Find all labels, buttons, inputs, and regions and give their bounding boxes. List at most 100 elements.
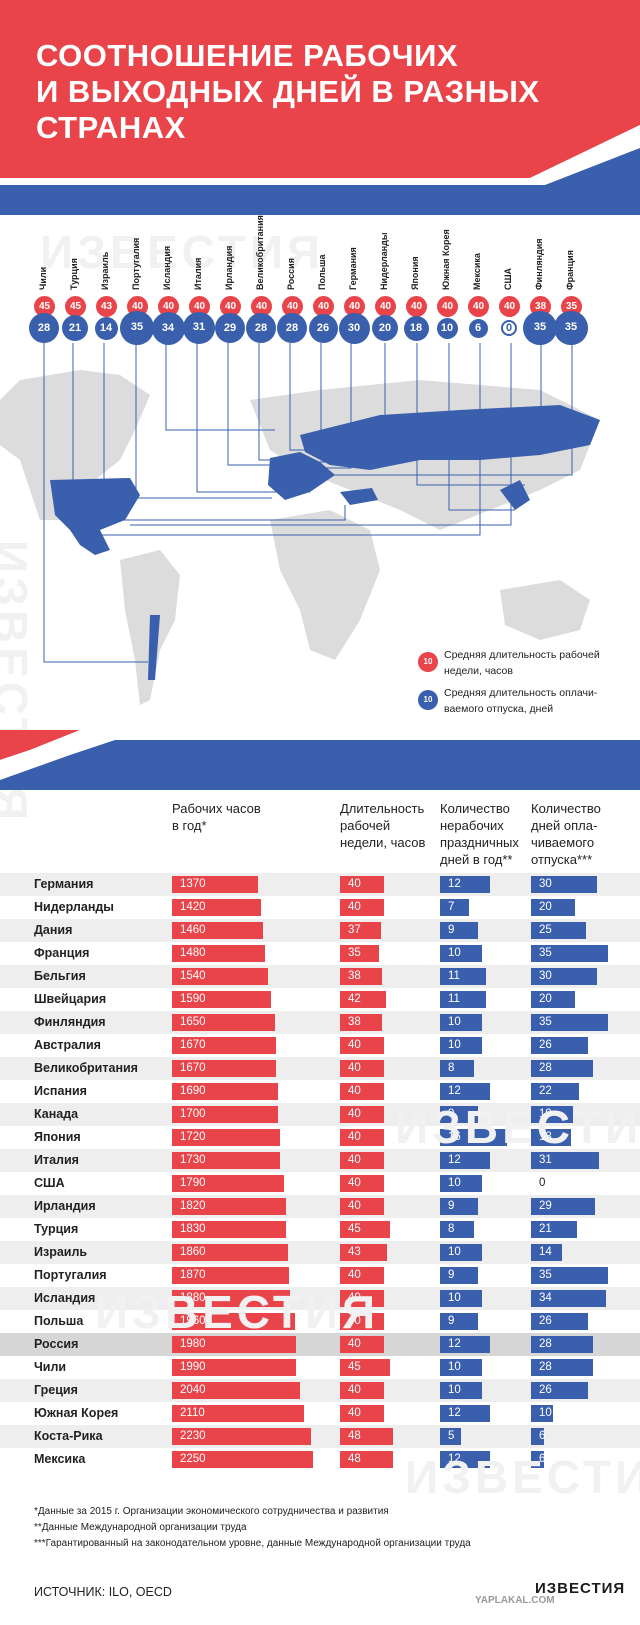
annual-hours-bar: 2040 (172, 1382, 300, 1399)
table-row: Великобритания 1670 40 8 28 (0, 1057, 640, 1080)
legend-hours-dot: 10 (418, 652, 438, 672)
footnotes: *Данные за 2015 г. Организации экономиче… (34, 1504, 471, 1552)
vacation-bar: 26 (531, 1037, 589, 1054)
table-row: США 1790 40 10 0 (0, 1172, 640, 1195)
map-vacation-circle: 20 (372, 315, 398, 341)
map-vacation-circle: 21 (61, 314, 89, 342)
vacation-bar-value: 35 (539, 947, 552, 959)
map-vacation-circle: 31 (183, 312, 215, 344)
annual-hours-bar-value: 1820 (180, 1200, 206, 1212)
week-hours-bar: 40 (340, 1382, 384, 1399)
vacation-bar-value: 26 (539, 1315, 552, 1327)
holidays-bar-value: 10 (448, 947, 461, 959)
holidays-bar: 9 (440, 1313, 478, 1330)
holidays-bar: 9 (440, 1106, 478, 1123)
vacation-bar: 6 (531, 1428, 546, 1445)
table-row: Мексика 2250 48 12 6 (0, 1448, 640, 1471)
holidays-bar-value: 10 (448, 1016, 461, 1028)
country-name: Швейцария (34, 992, 107, 1006)
week-hours-bar-value: 40 (348, 1292, 361, 1304)
map-hours-circle: 43 (96, 296, 117, 317)
annual-hours-bar-value: 1830 (180, 1223, 206, 1235)
header-background (0, 0, 640, 230)
map-hours-circle: 40 (499, 296, 520, 317)
country-name: Канада (34, 1107, 79, 1121)
annual-hours-bar-value: 2110 (180, 1407, 205, 1419)
week-hours-bar-value: 45 (348, 1223, 361, 1235)
holidays-bar: 5 (440, 1428, 461, 1445)
holidays-bar-value: 7 (448, 901, 455, 913)
map-country-label: Польша (317, 254, 327, 291)
week-hours-bar-value: 38 (348, 1016, 361, 1028)
annual-hours-bar: 1990 (172, 1359, 297, 1376)
week-hours-bar: 38 (340, 968, 382, 985)
country-name: Турция (34, 1222, 79, 1236)
map-country-label: Россия (286, 258, 296, 290)
map-country-label: Израиль (100, 251, 110, 290)
watermark-table-2: ИЗВЕСТИЯ (95, 1286, 380, 1338)
week-hours-bar: 40 (340, 1152, 384, 1169)
vacation-bar-value: 6 (539, 1430, 546, 1442)
week-hours-bar: 40 (340, 1060, 384, 1077)
annual-hours-bar: 1980 (172, 1336, 296, 1353)
holidays-bar-value: 10 (448, 1246, 461, 1258)
vacation-bar: 25 (531, 922, 586, 939)
annual-hours-bar-value: 2250 (180, 1453, 206, 1465)
week-hours-bar-value: 40 (348, 1177, 361, 1189)
week-hours-bar-value: 40 (348, 878, 361, 890)
world-map (0, 343, 600, 705)
map-hours-circle: 40 (468, 296, 489, 317)
holidays-bar: 16 (440, 1129, 508, 1146)
holidays-bar-value: 9 (448, 924, 455, 936)
holidays-bar: 11 (440, 991, 487, 1008)
map-country-label: Чили (38, 266, 48, 290)
vacation-bar: 26 (531, 1382, 589, 1399)
map-country-label: Южная Корея (441, 229, 451, 290)
annual-hours-bar-value: 1730 (180, 1154, 206, 1166)
watermark-table-3: ИЗВЕСТИЯ (405, 1451, 640, 1503)
map-vacation-circle: 34 (151, 311, 185, 345)
table-row: Ирландия 1820 40 9 29 (0, 1195, 640, 1218)
holidays-bar-value: 16 (448, 1131, 461, 1143)
holidays-bar: 9 (440, 922, 478, 939)
map-vacation-circle: 35 (523, 311, 557, 345)
header-vacation: Количество дней опла- чиваемого отпуска*… (531, 801, 601, 867)
vacation-bar-value: 30 (539, 970, 552, 982)
map-vacation-circle: 14 (94, 316, 118, 340)
annual-hours-bar-value: 1960 (180, 1315, 206, 1327)
table-row: Испания 1690 40 12 22 (0, 1080, 640, 1103)
annual-hours-bar: 1670 (172, 1037, 277, 1054)
map-hours-circle: 40 (406, 296, 427, 317)
map-vacation-circle: 28 (29, 313, 59, 343)
week-hours-bar: 40 (340, 1037, 384, 1054)
annual-hours-bar-value: 1980 (180, 1338, 206, 1350)
country-name: Франция (34, 946, 90, 960)
table-row: Южная Корея 2110 40 12 10 (0, 1402, 640, 1425)
annual-hours-bar: 1880 (172, 1290, 290, 1307)
annual-hours-bar-value: 1480 (180, 947, 206, 959)
annual-hours-bar: 1720 (172, 1129, 280, 1146)
holidays-bar: 10 (440, 1382, 482, 1399)
week-hours-bar-value: 40 (348, 1407, 361, 1419)
holidays-bar: 7 (440, 899, 470, 916)
week-hours-bar: 40 (340, 1290, 384, 1307)
vacation-bar-value: 28 (539, 1062, 552, 1074)
week-hours-bar-value: 40 (348, 1154, 361, 1166)
table-row: Исландия 1880 40 10 34 (0, 1287, 640, 1310)
annual-hours-bar-value: 1650 (180, 1016, 206, 1028)
annual-hours-bar-value: 1700 (180, 1108, 206, 1120)
week-hours-bar: 40 (340, 876, 384, 893)
vacation-bar-value: 21 (539, 1223, 552, 1235)
table-row: Канада 1700 40 9 19 (0, 1103, 640, 1126)
table-row: Швейцария 1590 42 11 20 (0, 988, 640, 1011)
country-name: Коста-Рика (34, 1429, 103, 1443)
map-vacation-circle: 18 (403, 315, 429, 341)
map-country-label: Португалия (131, 237, 141, 290)
country-name: Португалия (34, 1268, 107, 1282)
annual-hours-bar-value: 1860 (180, 1246, 206, 1258)
annual-hours-bar: 1960 (172, 1313, 295, 1330)
map-hours-circle: 45 (34, 296, 55, 317)
header-holidays: Количество нерабочих праздничных дней в … (440, 801, 519, 867)
annual-hours-bar: 1460 (172, 922, 264, 939)
week-hours-bar: 42 (340, 991, 387, 1008)
